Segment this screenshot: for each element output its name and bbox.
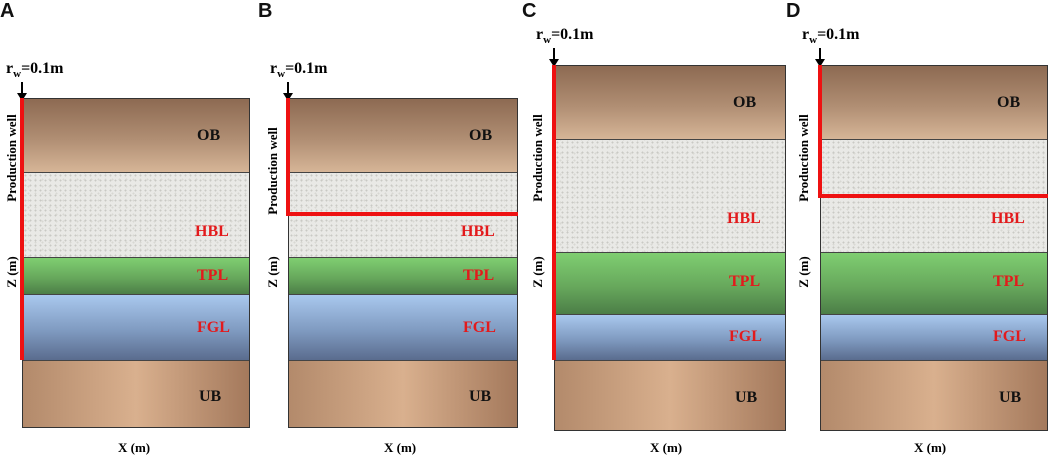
reservoir-cross-section: OB HBL TPL FGL UB [820, 65, 1048, 431]
panel-letter: B [258, 0, 273, 22]
z-axis-label: Z (m) [265, 256, 280, 288]
layer-label-ub: UB [735, 389, 758, 406]
layer-hbl: HBL [289, 173, 517, 258]
production-well-vertical [286, 98, 290, 216]
layer-label-ub: UB [999, 389, 1022, 406]
layer-ub: UB [555, 361, 785, 430]
production-well-label: Production well [265, 127, 280, 215]
z-axis-label: Z (m) [4, 256, 19, 288]
well-radius-label: rw=0.1m [6, 60, 64, 81]
layer-fgl: FGL [23, 295, 249, 361]
panel-letter: D [786, 0, 801, 22]
layer-tpl: TPL [821, 253, 1047, 315]
layer-ub: UB [289, 361, 517, 427]
layer-label-tpl: TPL [463, 267, 495, 284]
production-well-label: Production well [796, 114, 811, 202]
layer-label-ob: OB [197, 127, 221, 144]
panel-d: D rw=0.1m OB HBL TPL FGL UB Production w… [786, 0, 1052, 459]
layer-ub: UB [23, 361, 249, 427]
layer-hbl: HBL [555, 140, 785, 253]
layer-label-hbl: HBL [461, 223, 495, 240]
well-radius-label: rw=0.1m [802, 26, 860, 47]
layer-fgl: FGL [821, 315, 1047, 361]
layer-label-fgl: FGL [729, 328, 762, 345]
layer-label-ob: OB [733, 94, 757, 111]
layer-label-tpl: TPL [197, 267, 229, 284]
layer-label-fgl: FGL [197, 319, 230, 336]
layer-tpl: TPL [23, 258, 249, 295]
reservoir-cross-section: OB HBL TPL FGL UB [554, 65, 786, 431]
layer-label-tpl: TPL [993, 273, 1025, 290]
production-well-horizontal [818, 194, 1048, 198]
reservoir-cross-section: OB HBL TPL FGL UB [288, 98, 518, 428]
layer-label-ub: UB [199, 388, 222, 405]
layer-label-ub: UB [469, 388, 492, 405]
layer-ob: OB [23, 99, 249, 173]
layer-ub: UB [821, 361, 1047, 430]
layer-fgl: FGL [289, 295, 517, 361]
layer-ob: OB [555, 66, 785, 140]
well-radius-label: rw=0.1m [270, 60, 328, 81]
z-axis-label: Z (m) [796, 256, 811, 288]
layer-tpl: TPL [289, 258, 517, 295]
layer-label-hbl: HBL [727, 210, 761, 227]
layer-label-ob: OB [469, 127, 493, 144]
x-axis-label: X (m) [650, 440, 683, 455]
production-well-horizontal [286, 212, 518, 216]
panel-letter: C [522, 0, 537, 22]
panel-a: A rw=0.1m OB HBL TPL FGL UB Production w… [0, 0, 262, 459]
x-axis-label: X (m) [914, 440, 947, 455]
x-axis-label: X (m) [384, 440, 417, 455]
reservoir-cross-section: OB HBL TPL FGL UB [22, 98, 250, 428]
x-axis-label: X (m) [118, 440, 151, 455]
layer-hbl: HBL [23, 173, 249, 258]
layer-label-hbl: HBL [991, 210, 1025, 227]
layer-ob: OB [821, 66, 1047, 140]
layer-label-hbl: HBL [195, 223, 229, 240]
production-well-label: Production well [530, 114, 545, 202]
z-axis-label: Z (m) [530, 256, 545, 288]
panel-letter: A [0, 0, 15, 22]
layer-fgl: FGL [555, 315, 785, 361]
well-radius-label: rw=0.1m [536, 26, 594, 47]
layer-label-ob: OB [997, 94, 1021, 111]
layer-label-fgl: FGL [463, 319, 496, 336]
production-well-vertical [552, 65, 556, 360]
panel-c: C rw=0.1m OB HBL TPL FGL UB Production w… [522, 0, 790, 459]
layer-tpl: TPL [555, 253, 785, 315]
production-well-label: Production well [4, 114, 19, 202]
layer-label-fgl: FGL [993, 328, 1026, 345]
production-well-vertical [20, 98, 24, 360]
layer-ob: OB [289, 99, 517, 173]
production-well-vertical [818, 65, 822, 198]
panel-b: B rw=0.1m OB HBL TPL FGL UB Production w… [258, 0, 528, 459]
layer-label-tpl: TPL [729, 273, 761, 290]
